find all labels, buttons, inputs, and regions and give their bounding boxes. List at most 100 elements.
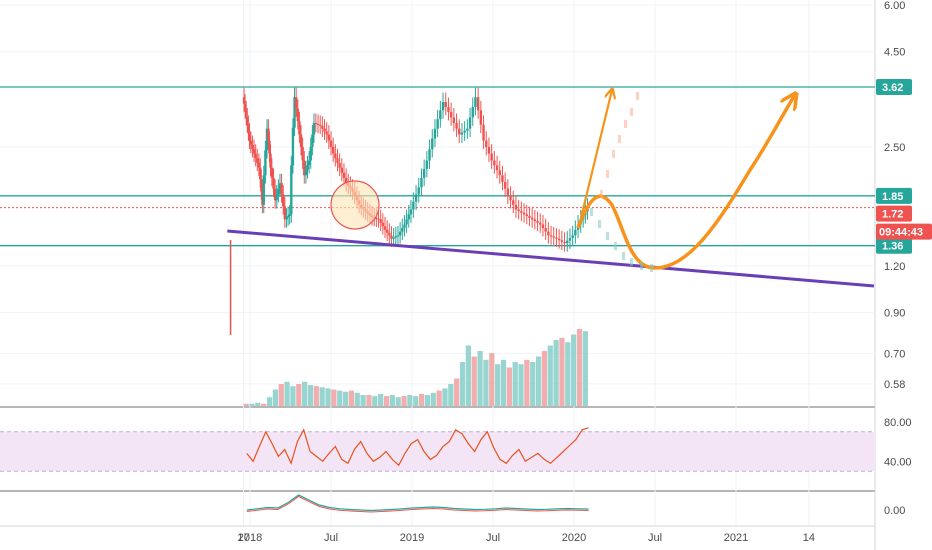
- highlight-circle: [330, 180, 380, 230]
- projection-straight-arrow: [578, 90, 612, 223]
- candle-body: [439, 110, 442, 120]
- ghost-candle: [622, 252, 625, 260]
- candle-body: [338, 162, 341, 168]
- candle-body: [264, 150, 267, 176]
- candle-body: [252, 149, 256, 154]
- candle-body: [517, 209, 520, 212]
- volume-bar: [413, 396, 419, 406]
- candle-body: [325, 131, 328, 135]
- candle-body: [245, 110, 248, 118]
- candle-body: [498, 170, 501, 176]
- trendline-support: [227, 229, 875, 288]
- candle-body: [458, 128, 461, 135]
- volume-bar: [576, 329, 583, 406]
- candle-body: [466, 128, 469, 131]
- volume-bar: [325, 388, 331, 406]
- candle-body: [425, 160, 429, 169]
- candle-body: [306, 165, 309, 171]
- volume-bar: [342, 391, 349, 406]
- ghost-candle: [600, 190, 603, 198]
- volume-bar: [553, 340, 559, 406]
- candle-body: [555, 237, 558, 239]
- candle-body: [520, 211, 523, 213]
- volume-bar: [454, 378, 460, 406]
- rsi-line: [246, 427, 589, 467]
- volume-bar: [266, 397, 273, 406]
- price-badges: 3.62 1.85 1.36 1.72 09:44:43: [876, 79, 932, 254]
- rsi-background-band: [0, 431, 875, 472]
- candle-body: [405, 219, 408, 225]
- candle-body: [377, 218, 380, 220]
- candle-body: [265, 128, 269, 151]
- candle-body: [441, 102, 445, 111]
- candle-body: [251, 144, 254, 150]
- candle-body: [541, 224, 545, 229]
- volume-bar: [547, 345, 553, 406]
- candle-body: [549, 235, 553, 237]
- candle-body: [269, 153, 272, 168]
- candle-body: [493, 160, 496, 166]
- level-badge-bg: [876, 237, 912, 254]
- candle-body: [403, 224, 406, 229]
- volume-bar: [278, 384, 284, 406]
- candle-body: [490, 153, 493, 161]
- volume-bars: [229, 240, 588, 406]
- ghost-candle: [624, 120, 627, 128]
- candle-body: [323, 128, 326, 132]
- candle-body: [447, 106, 450, 113]
- candle-body: [449, 112, 453, 118]
- price-tick-label: 4.50: [884, 47, 905, 59]
- ghost-candle: [618, 135, 621, 143]
- candle-body: [278, 183, 282, 189]
- volume-bar: [530, 362, 536, 406]
- level-badge-bg: [876, 187, 912, 204]
- candle-body: [383, 226, 387, 230]
- candle-body: [314, 122, 318, 124]
- candle-body: [514, 204, 518, 210]
- candle-body: [428, 149, 431, 161]
- candle-body: [286, 216, 290, 218]
- candle-body: [327, 134, 331, 141]
- candle-body: [344, 177, 348, 184]
- price-axis: 6.00 4.50 2.50 1.20 0.90 0.70 0.58 80.00 40.00 0.…: [884, 0, 912, 517]
- candle-body: [544, 228, 547, 232]
- ghost-candle: [650, 264, 653, 272]
- candle-body: [547, 231, 550, 236]
- price-tick-label: 0.90: [884, 308, 905, 320]
- volume-bar: [313, 386, 319, 406]
- candle-body: [414, 194, 418, 202]
- volume-bar: [354, 392, 360, 406]
- candle-body: [566, 240, 569, 244]
- volume-bar: [348, 390, 355, 406]
- volume-bar: [565, 342, 571, 406]
- candle-body: [392, 237, 395, 239]
- macd-signal-line: [246, 495, 589, 513]
- volume-bar: [395, 397, 401, 406]
- candle-body: [242, 97, 246, 104]
- macd-tick-label: 0.00: [884, 505, 905, 517]
- volume-bar: [535, 356, 542, 406]
- candle-body: [533, 219, 537, 222]
- candle-body: [468, 117, 472, 129]
- macd-line: [246, 494, 589, 512]
- price-tick-label: 6.00: [884, 0, 905, 12]
- candle-body: [257, 162, 261, 168]
- candle-body: [340, 167, 343, 173]
- candle-body: [285, 217, 288, 220]
- price-tick-label: 2.50: [884, 142, 905, 154]
- candle-body: [512, 200, 515, 205]
- candle-body: [273, 188, 277, 201]
- volume-bar: [465, 345, 472, 406]
- volume-bar: [272, 389, 279, 406]
- volume-bar: [302, 381, 308, 406]
- candle-body: [455, 122, 458, 129]
- candle-body: [474, 97, 477, 107]
- ghost-candle: [630, 108, 633, 116]
- candle-body: [444, 102, 447, 107]
- candle-body: [246, 117, 249, 125]
- candle-body: [522, 212, 526, 215]
- candle-body: [331, 147, 335, 154]
- candle-body: [452, 117, 456, 123]
- time-tick-label: 17: [237, 532, 249, 544]
